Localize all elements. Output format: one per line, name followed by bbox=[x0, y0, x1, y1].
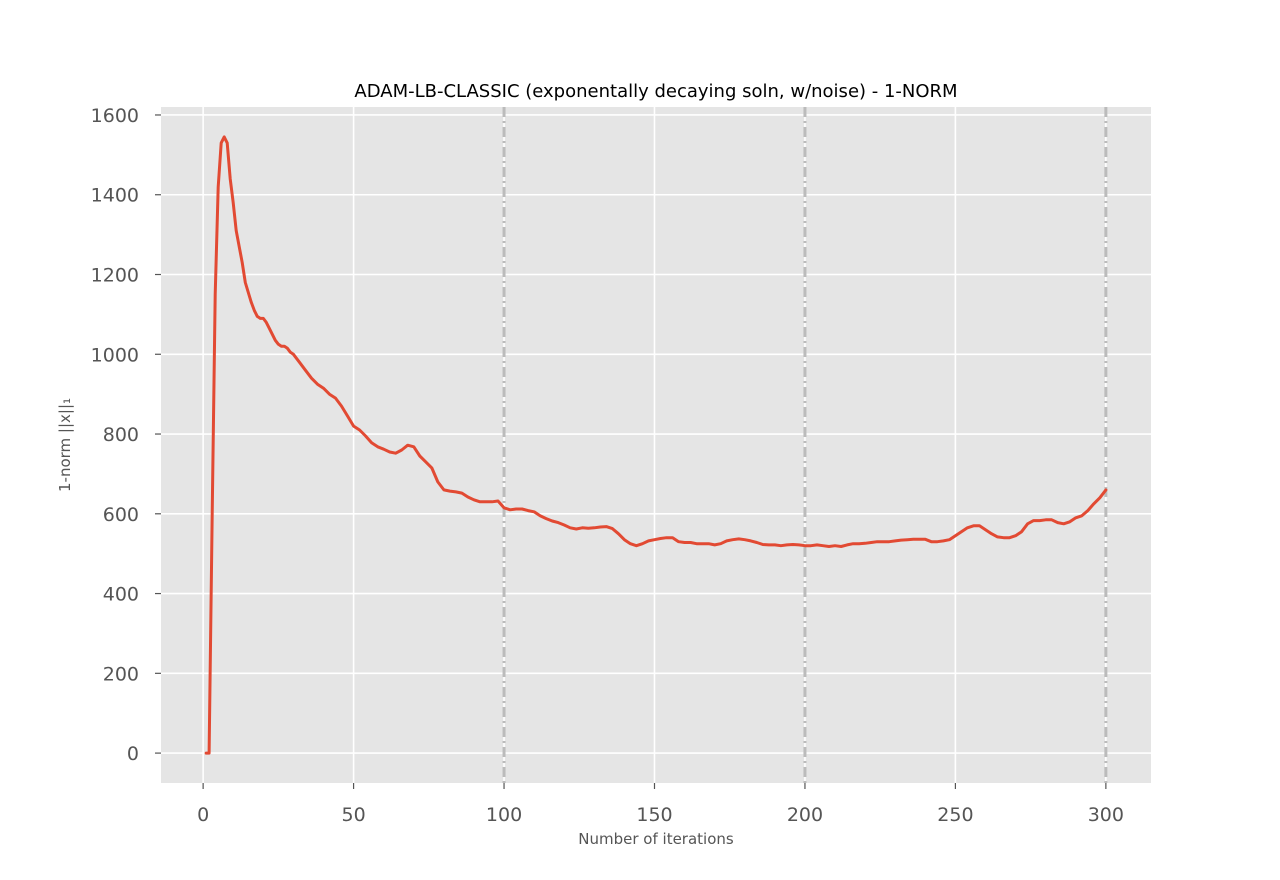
y-tick-label: 800 bbox=[103, 424, 139, 446]
y-tick-label: 1400 bbox=[91, 185, 139, 207]
grid-lines bbox=[161, 107, 1151, 783]
chart-title: ADAM-LB-CLASSIC (exponentally decaying s… bbox=[354, 81, 957, 102]
x-axis-ticks: 0 50 100 150 200 250 300 bbox=[197, 783, 1124, 826]
x-tick-label: 200 bbox=[787, 804, 823, 826]
y-tick-label: 1200 bbox=[91, 265, 139, 287]
y-tick-label: 200 bbox=[103, 663, 139, 685]
plot-area-background bbox=[161, 107, 1151, 783]
series-line bbox=[204, 135, 1108, 755]
x-tick-label: 300 bbox=[1088, 804, 1124, 826]
y-tick-label: 400 bbox=[103, 584, 139, 606]
x-tick-label: 50 bbox=[341, 804, 365, 826]
y-tick-label: 1600 bbox=[91, 105, 139, 127]
x-tick-label: 150 bbox=[636, 804, 672, 826]
x-tick-label: 0 bbox=[197, 804, 209, 826]
y-axis-label: 1-norm ||x||₁ bbox=[56, 398, 74, 492]
y-axis-ticks: 0 200 400 600 800 1000 1200 1400 1600 bbox=[91, 105, 161, 765]
y-tick-label: 1000 bbox=[91, 344, 139, 366]
y-tick-label: 600 bbox=[103, 504, 139, 526]
vertical-reference-lines bbox=[502, 107, 1108, 783]
y-tick-label: 0 bbox=[127, 743, 139, 765]
x-axis-label: Number of iterations bbox=[578, 830, 734, 848]
x-tick-label: 250 bbox=[937, 804, 973, 826]
x-tick-label: 100 bbox=[486, 804, 522, 826]
